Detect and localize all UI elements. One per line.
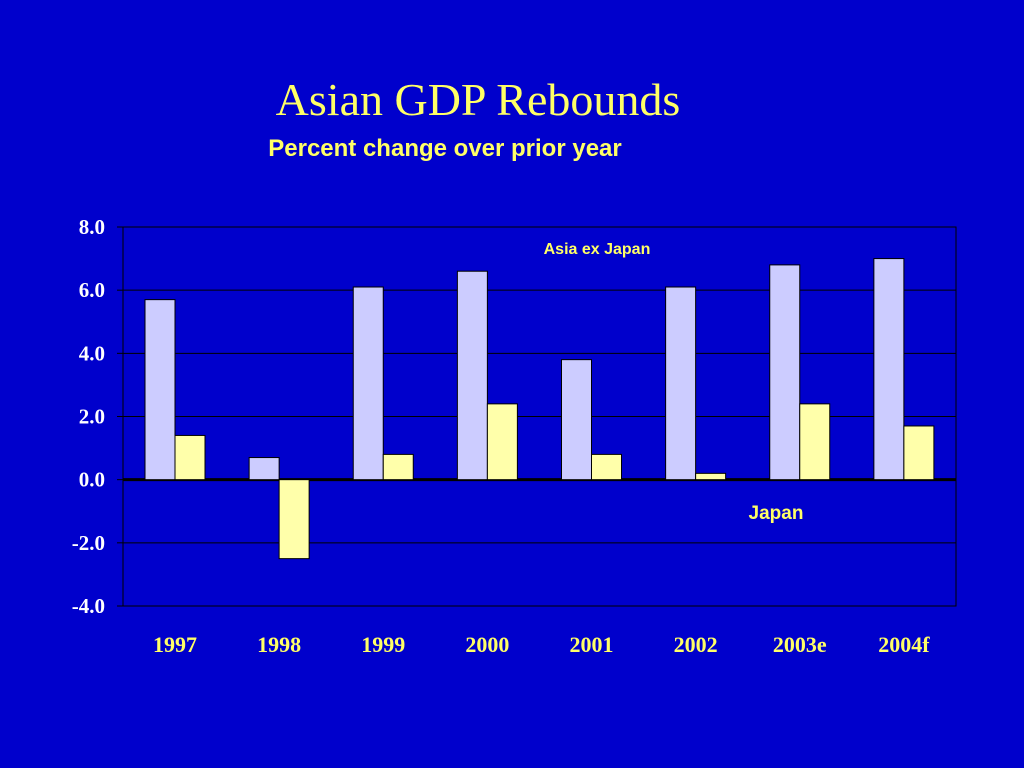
y-tick-label: -2.0 bbox=[72, 531, 105, 555]
y-tick-label: 6.0 bbox=[79, 278, 105, 302]
series-label-japan: Japan bbox=[749, 503, 804, 524]
x-category-label: 2001 bbox=[570, 632, 614, 657]
bar-japan bbox=[174, 434, 206, 481]
bar-japan bbox=[382, 453, 414, 481]
x-category-label: 2000 bbox=[465, 632, 509, 657]
x-category-label: 2004f bbox=[878, 632, 930, 657]
x-category-label: 2003e bbox=[773, 632, 827, 657]
x-category-label: 2002 bbox=[674, 632, 718, 657]
x-category-label: 1999 bbox=[361, 632, 405, 657]
bar-asia-ex-japan bbox=[769, 264, 801, 481]
bar-japan bbox=[799, 403, 831, 481]
series-label-asia-ex-japan: Asia ex Japan bbox=[544, 241, 651, 258]
chart-title: Asian GDP Rebounds bbox=[275, 74, 681, 125]
bar-asia-ex-japan bbox=[561, 359, 592, 481]
y-tick-label: 2.0 bbox=[79, 405, 105, 429]
bar-japan bbox=[486, 403, 518, 481]
y-tick-label: 4.0 bbox=[79, 341, 105, 365]
bar-asia-ex-japan bbox=[144, 299, 176, 481]
bar-asia-ex-japan bbox=[352, 286, 384, 481]
x-category-label: 1997 bbox=[153, 632, 197, 657]
y-tick-label: -4.0 bbox=[72, 594, 105, 618]
bar-japan bbox=[695, 472, 727, 481]
bar-asia-ex-japan bbox=[456, 270, 488, 481]
chart-subtitle: Percent change over prior year bbox=[268, 135, 622, 162]
y-tick-label: 8.0 bbox=[79, 215, 105, 239]
bar-japan bbox=[591, 453, 622, 481]
bar-asia-ex-japan bbox=[248, 457, 280, 481]
bar-asia-ex-japan bbox=[665, 286, 697, 481]
bar-japan bbox=[278, 479, 310, 560]
x-category-label: 1998 bbox=[257, 632, 301, 657]
bar-asia-ex-japan bbox=[873, 258, 905, 481]
y-tick-label: 0.0 bbox=[79, 468, 105, 492]
bar-japan bbox=[903, 425, 935, 481]
